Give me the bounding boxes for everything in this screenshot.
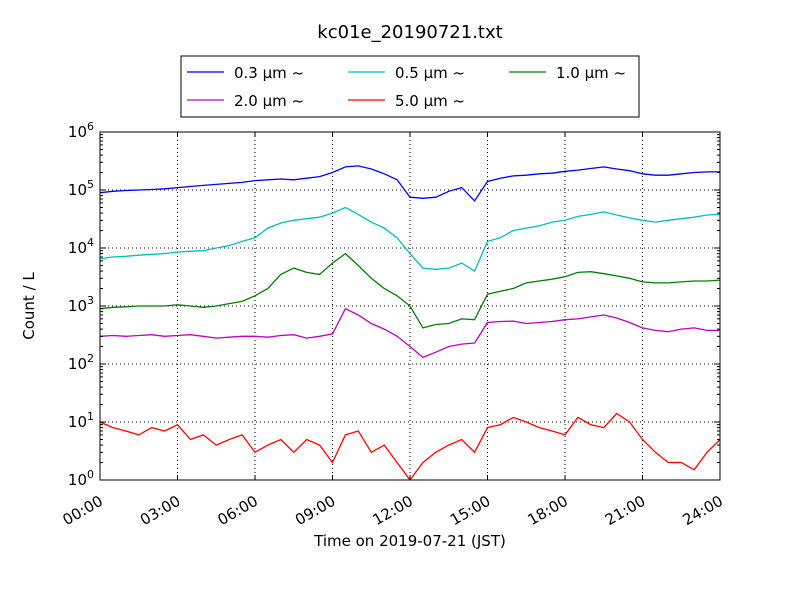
legend: 0.3 μm ~ 0.5 μm ~ 1.0 μm ~ 2.0 μm ~ 5.0 μm ~ bbox=[180, 55, 640, 118]
y-tick-exponent: 5 bbox=[87, 178, 94, 191]
legend-label: 1.0 μm ~ bbox=[556, 64, 626, 82]
legend-frame bbox=[180, 55, 640, 118]
legend-label: 2.0 μm ~ bbox=[234, 92, 304, 110]
legend-label: 5.0 μm ~ bbox=[395, 92, 465, 110]
chart-title: kc01e_20190721.txt bbox=[317, 22, 502, 43]
y-tick-exponent: 6 bbox=[87, 120, 94, 133]
y-tick-exponent: 4 bbox=[87, 236, 94, 249]
series-line bbox=[100, 206, 720, 273]
series-line bbox=[100, 252, 720, 329]
series-line bbox=[100, 307, 720, 359]
legend-label: 0.3 μm ~ bbox=[234, 64, 304, 82]
y-tick-exponent: 0 bbox=[87, 468, 94, 481]
y-tick-exponent: 3 bbox=[87, 294, 94, 307]
y-axis-label: Count / L bbox=[20, 272, 38, 340]
series-line bbox=[100, 412, 720, 480]
y-tick-exponent: 1 bbox=[87, 410, 94, 423]
ticks bbox=[99, 131, 721, 481]
y-tick-exponent: 2 bbox=[87, 352, 94, 365]
grid bbox=[100, 132, 720, 480]
series-lines bbox=[100, 165, 720, 480]
series-line bbox=[100, 165, 720, 202]
x-axis-label: Time on 2019-07-21 (JST) bbox=[313, 532, 506, 550]
legend-label: 0.5 μm ~ bbox=[395, 64, 465, 82]
